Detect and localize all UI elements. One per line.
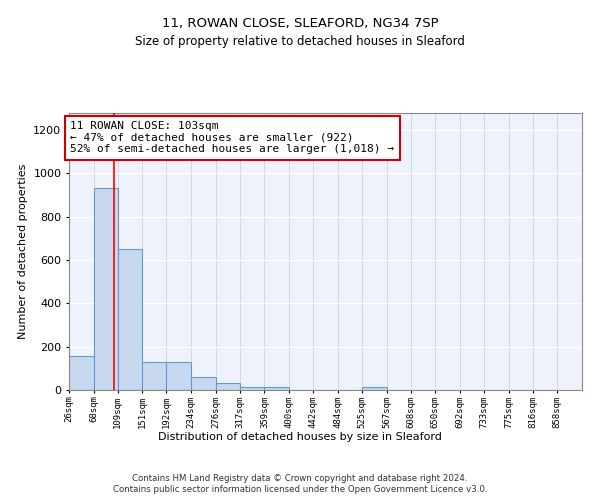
Bar	[191, 377, 216, 390]
Text: 11 ROWAN CLOSE: 103sqm
← 47% of detached houses are smaller (922)
52% of semi-de: 11 ROWAN CLOSE: 103sqm ← 47% of detached…	[70, 121, 394, 154]
Bar	[166, 362, 191, 390]
Text: Distribution of detached houses by size in Sleaford: Distribution of detached houses by size …	[158, 432, 442, 442]
Bar	[118, 249, 142, 390]
Bar	[362, 388, 386, 390]
Text: Contains public sector information licensed under the Open Government Licence v3: Contains public sector information licen…	[113, 485, 487, 494]
Text: Contains HM Land Registry data © Crown copyright and database right 2024.: Contains HM Land Registry data © Crown c…	[132, 474, 468, 483]
Bar	[265, 388, 289, 390]
Bar	[240, 388, 265, 390]
Y-axis label: Number of detached properties: Number of detached properties	[17, 164, 28, 339]
Text: 11, ROWAN CLOSE, SLEAFORD, NG34 7SP: 11, ROWAN CLOSE, SLEAFORD, NG34 7SP	[161, 18, 439, 30]
Bar	[142, 362, 166, 390]
Bar	[94, 188, 118, 390]
Text: Size of property relative to detached houses in Sleaford: Size of property relative to detached ho…	[135, 35, 465, 48]
Bar	[216, 384, 240, 390]
Bar	[69, 356, 94, 390]
